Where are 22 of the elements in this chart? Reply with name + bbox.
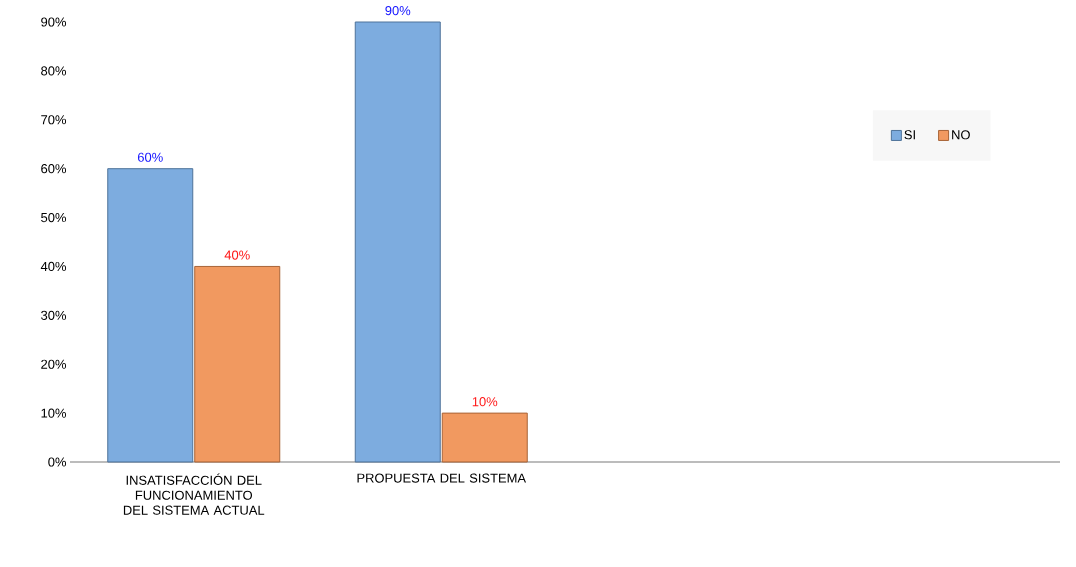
data-label: 10% xyxy=(472,397,498,407)
bar xyxy=(194,265,281,463)
y-tick-label: 0% xyxy=(48,457,67,467)
y-tick-label: 30% xyxy=(41,310,67,320)
x-tick-label: PROPUESTA DEL SISTEMA xyxy=(357,473,527,483)
y-tick-label: 80% xyxy=(41,66,67,76)
data-label: 90% xyxy=(385,6,411,16)
x-tick-label: INSATISFACCIÓN DEL FUNCIONAMIENTO DEL SISTEMA ACTUAL xyxy=(123,473,265,515)
data-label: 40% xyxy=(224,250,250,260)
y-tick-label: 70% xyxy=(41,115,67,125)
y-tick-label: 40% xyxy=(40,261,67,272)
y-tick-label: 10% xyxy=(41,408,67,418)
bar xyxy=(354,21,441,463)
y-tick-label: 50% xyxy=(41,212,67,223)
data-label: 60% xyxy=(137,152,163,162)
y-tick-label: 90% xyxy=(41,17,67,27)
legend-label: SI xyxy=(904,130,915,140)
y-tick-label: 20% xyxy=(41,359,67,369)
bar xyxy=(441,412,528,463)
legend-label: NO xyxy=(952,130,970,140)
y-tick-label: 60% xyxy=(41,164,67,174)
bar xyxy=(107,168,194,463)
